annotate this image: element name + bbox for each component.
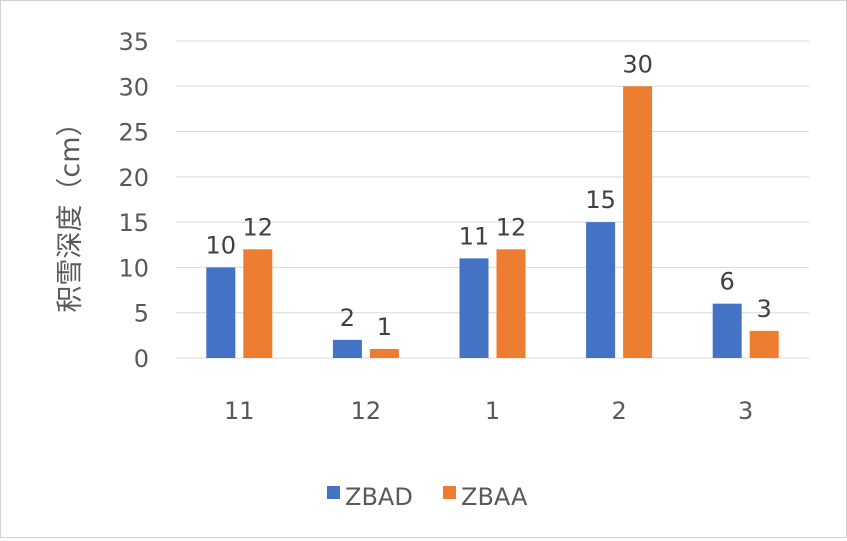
- x-axis-ticks: 11 12 1 2 3: [224, 397, 753, 425]
- y-axis-title: 积雪深度（cm）: [55, 109, 86, 312]
- data-label: 3: [757, 295, 772, 323]
- bar-zbad-1: [459, 258, 489, 358]
- legend: ZBAD ZBAA: [327, 483, 528, 511]
- gridlines: [176, 40, 809, 359]
- y-axis-ticks: 0 5 10 15 20 25 30 35: [118, 28, 149, 373]
- data-label: 30: [622, 50, 653, 78]
- legend-item-zbad: ZBAD: [327, 483, 413, 511]
- bar-zbaa-3: [749, 330, 779, 358]
- legend-swatch: [443, 486, 456, 499]
- y-tick-label: 5: [134, 300, 149, 328]
- x-tick-label: 3: [738, 397, 753, 425]
- bar-zbad-12: [332, 339, 362, 358]
- x-tick-label: 12: [351, 397, 382, 425]
- y-tick-label: 0: [134, 345, 149, 373]
- bars: [206, 86, 779, 359]
- data-label: 11: [459, 222, 490, 250]
- x-tick-label: 2: [611, 397, 626, 425]
- bar-zbaa-12: [369, 348, 399, 358]
- bar-zbad-3: [712, 303, 742, 358]
- x-tick-label: 1: [485, 397, 500, 425]
- y-tick-label: 10: [118, 254, 149, 282]
- bar-zbad-2: [586, 222, 616, 358]
- data-label: 6: [720, 268, 735, 296]
- legend-label: ZBAD: [345, 483, 413, 511]
- y-tick-label: 35: [118, 28, 149, 56]
- x-tick-label: 11: [224, 397, 255, 425]
- data-label: 1: [377, 313, 392, 341]
- bar-zbaa-11: [243, 249, 273, 358]
- bar-zbaa-2: [623, 86, 653, 359]
- y-tick-label: 30: [118, 73, 149, 101]
- y-tick-label: 25: [118, 119, 149, 147]
- legend-item-zbaa: ZBAA: [443, 483, 528, 511]
- y-tick-label: 15: [118, 209, 149, 237]
- legend-label: ZBAA: [461, 483, 528, 511]
- bar-zbad-11: [206, 267, 236, 358]
- legend-swatch: [327, 486, 340, 499]
- data-label: 2: [340, 304, 355, 332]
- data-label: 12: [496, 213, 527, 241]
- data-label: 12: [243, 213, 274, 241]
- data-label: 15: [585, 186, 616, 214]
- data-label: 10: [206, 231, 237, 259]
- y-tick-label: 20: [118, 164, 149, 192]
- bar-zbaa-1: [496, 249, 526, 358]
